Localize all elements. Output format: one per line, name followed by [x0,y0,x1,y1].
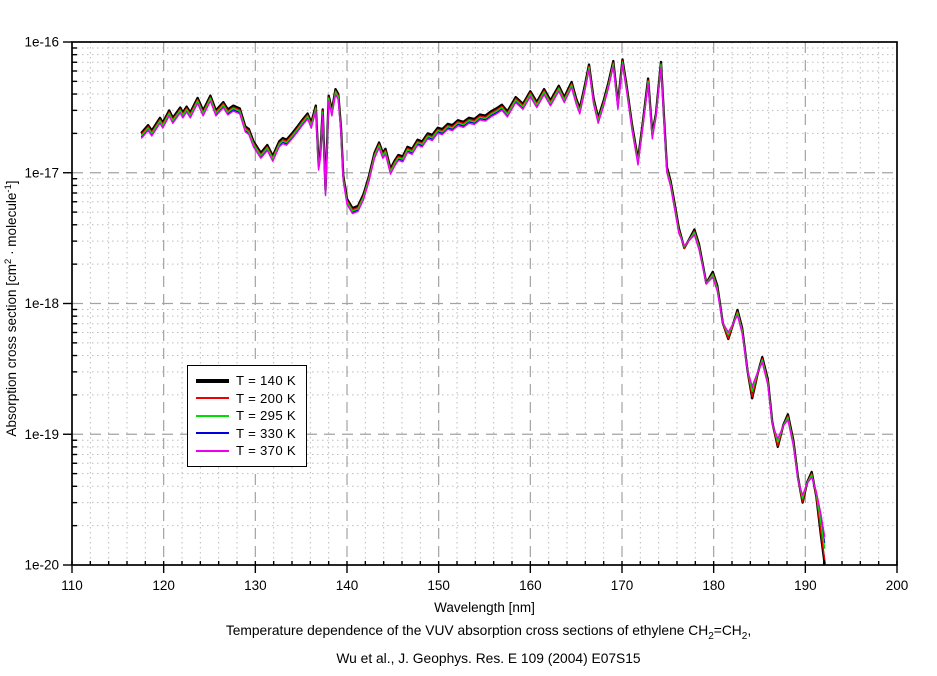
svg-text:110: 110 [61,578,83,593]
legend-label: T = 370 K [236,443,297,459]
legend-label: T = 200 K [236,390,297,406]
legend-line-330k [196,432,229,435]
chart-area: 110 120 130 140 150 160 170 180 190 200 1e-16 1e-17… [3,35,908,616]
svg-text:150: 150 [427,578,450,593]
svg-text:1e-19: 1e-19 [24,427,59,442]
legend: T = 140 K T = 200 K T = 295 K T = 330 K … [187,365,307,467]
svg-text:200: 200 [886,578,909,593]
svg-text:130: 130 [244,578,267,593]
major-grid [72,42,897,565]
y-tick-labels: 1e-16 1e-17 1e-18 1e-19 1e-20 [24,35,59,573]
plot-border [71,41,898,566]
legend-line-140k [196,379,229,383]
x-axis-label: Wavelength [nm] [434,600,535,615]
legend-item: T = 330 K [196,425,306,443]
legend-label: T = 330 K [236,425,297,441]
caption: Temperature dependence of the VUV absorp… [40,620,937,670]
caption-line-2: Wu et al., J. Geophys. Res. E 109 (2004)… [336,651,641,666]
svg-text:1e-20: 1e-20 [24,558,59,573]
svg-text:170: 170 [611,578,634,593]
svg-text:1e-16: 1e-16 [24,35,59,50]
legend-item: T = 370 K [196,442,306,460]
legend-label: T = 140 K [236,373,297,389]
svg-text:140: 140 [336,578,359,593]
svg-text:1e-17: 1e-17 [24,165,59,180]
svg-text:1e-18: 1e-18 [24,296,59,311]
legend-line-370k [196,449,229,452]
spectrum-plot: 110 120 130 140 150 160 170 180 190 200 1e-16 1e-17… [3,35,908,616]
legend-item: T = 295 K [196,407,306,425]
legend-item: T = 140 K [196,372,306,390]
curve-295K [140,61,826,549]
curve-200K [140,60,826,560]
legend-label: T = 295 K [236,408,297,424]
axis-ticks [63,41,898,573]
y-axis-label: Absorption cross section [cm2 · molecule… [3,180,19,436]
legend-line-200k [196,397,229,400]
svg-text:180: 180 [702,578,725,593]
svg-text:160: 160 [519,578,542,593]
legend-line-295k [196,414,229,417]
caption-line-1: Temperature dependence of the VUV absorp… [225,623,752,642]
curve-140K [140,58,826,565]
svg-text:190: 190 [794,578,817,593]
x-tick-labels: 110 120 130 140 150 160 170 180 190 200 [61,578,908,593]
svg-text:120: 120 [152,578,175,593]
legend-item: T = 200 K [196,390,306,408]
curve-370K [140,64,826,537]
